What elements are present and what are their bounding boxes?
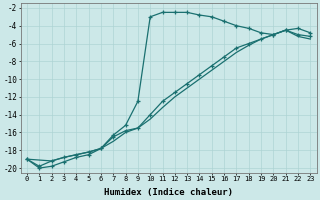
X-axis label: Humidex (Indice chaleur): Humidex (Indice chaleur) <box>104 188 233 197</box>
